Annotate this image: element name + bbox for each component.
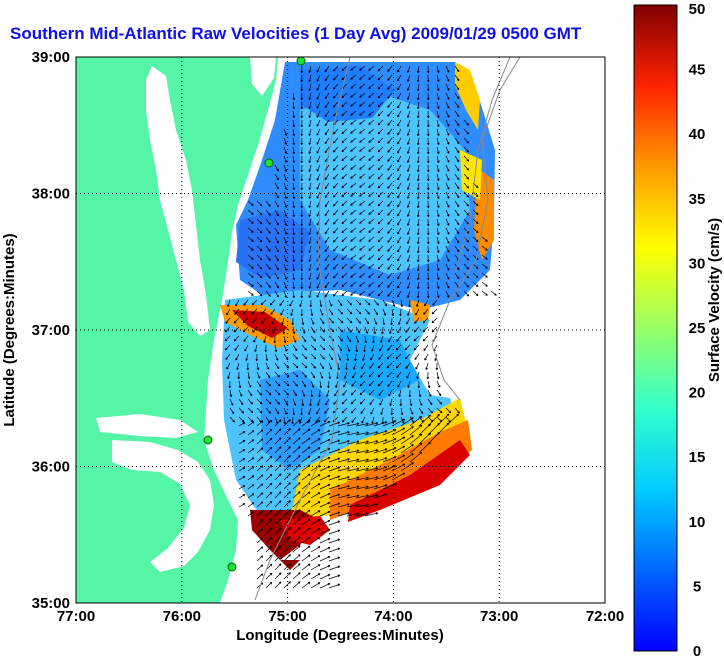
- x-tick-label: 73:00: [480, 608, 518, 625]
- colorbar-tick-label: 0: [693, 643, 701, 659]
- colorbar-tick-label: 25: [689, 320, 706, 337]
- colorbar-label: Surface Velocity (cm/s): [706, 218, 723, 382]
- y-tick-label: 36:00: [32, 459, 70, 476]
- colorbar-tick-label: 20: [689, 385, 706, 402]
- x-tick-label: 77:00: [57, 608, 95, 625]
- colorbar-tick-labels: 0 5 10 15 20 25 30 35 40 45 50: [689, 1, 706, 659]
- colorbar-tick-label: 50: [689, 1, 706, 18]
- y-axis-label: Latitude (Degrees:Minutes): [1, 233, 18, 426]
- colorbar: [633, 4, 678, 652]
- pamlico-sound: [112, 440, 214, 572]
- y-tick-label: 38:00: [32, 186, 70, 203]
- y-tick-label: 39:00: [32, 49, 70, 66]
- colorbar-tick-label: 5: [693, 578, 701, 595]
- colorbar-tick-label: 40: [689, 126, 706, 143]
- velocity-heatmap: [220, 62, 495, 570]
- velocity-vectors: [224, 65, 497, 589]
- chesapeake-bay: [146, 66, 210, 336]
- y-tick-labels: 39:00 38:00 37:00 36:00 35:00: [32, 49, 70, 612]
- grid-lines: [76, 57, 605, 603]
- albemarle-sound: [96, 414, 198, 438]
- colorbar-tick-label: 45: [689, 62, 706, 79]
- plot-frame: [75, 56, 606, 604]
- x-tick-label: 75:00: [268, 608, 306, 625]
- y-tick-label: 37:00: [32, 322, 70, 339]
- x-tick-labels: 77:00 76:00 75:00 74:00 73:00 72:00: [57, 608, 624, 625]
- colorbar-tick-label: 10: [689, 514, 706, 531]
- colorbar-tick-label: 30: [689, 255, 706, 272]
- chart-title: Southern Mid-Atlantic Raw Velocities (1 …: [10, 24, 582, 43]
- x-tick-label: 74:00: [374, 608, 412, 625]
- y-tick-label: 35:00: [32, 595, 70, 612]
- colorbar-tick-label: 15: [689, 449, 706, 466]
- x-tick-label: 72:00: [586, 608, 624, 625]
- radar-sites: [203, 57, 306, 572]
- x-tick-label: 76:00: [163, 608, 201, 625]
- map-layers: [76, 57, 605, 603]
- bathymetry-contours: [254, 57, 521, 601]
- x-axis-label: Longitude (Degrees:Minutes): [236, 627, 444, 644]
- colorbar-tick-label: 35: [689, 191, 706, 208]
- delaware-bay: [250, 57, 276, 96]
